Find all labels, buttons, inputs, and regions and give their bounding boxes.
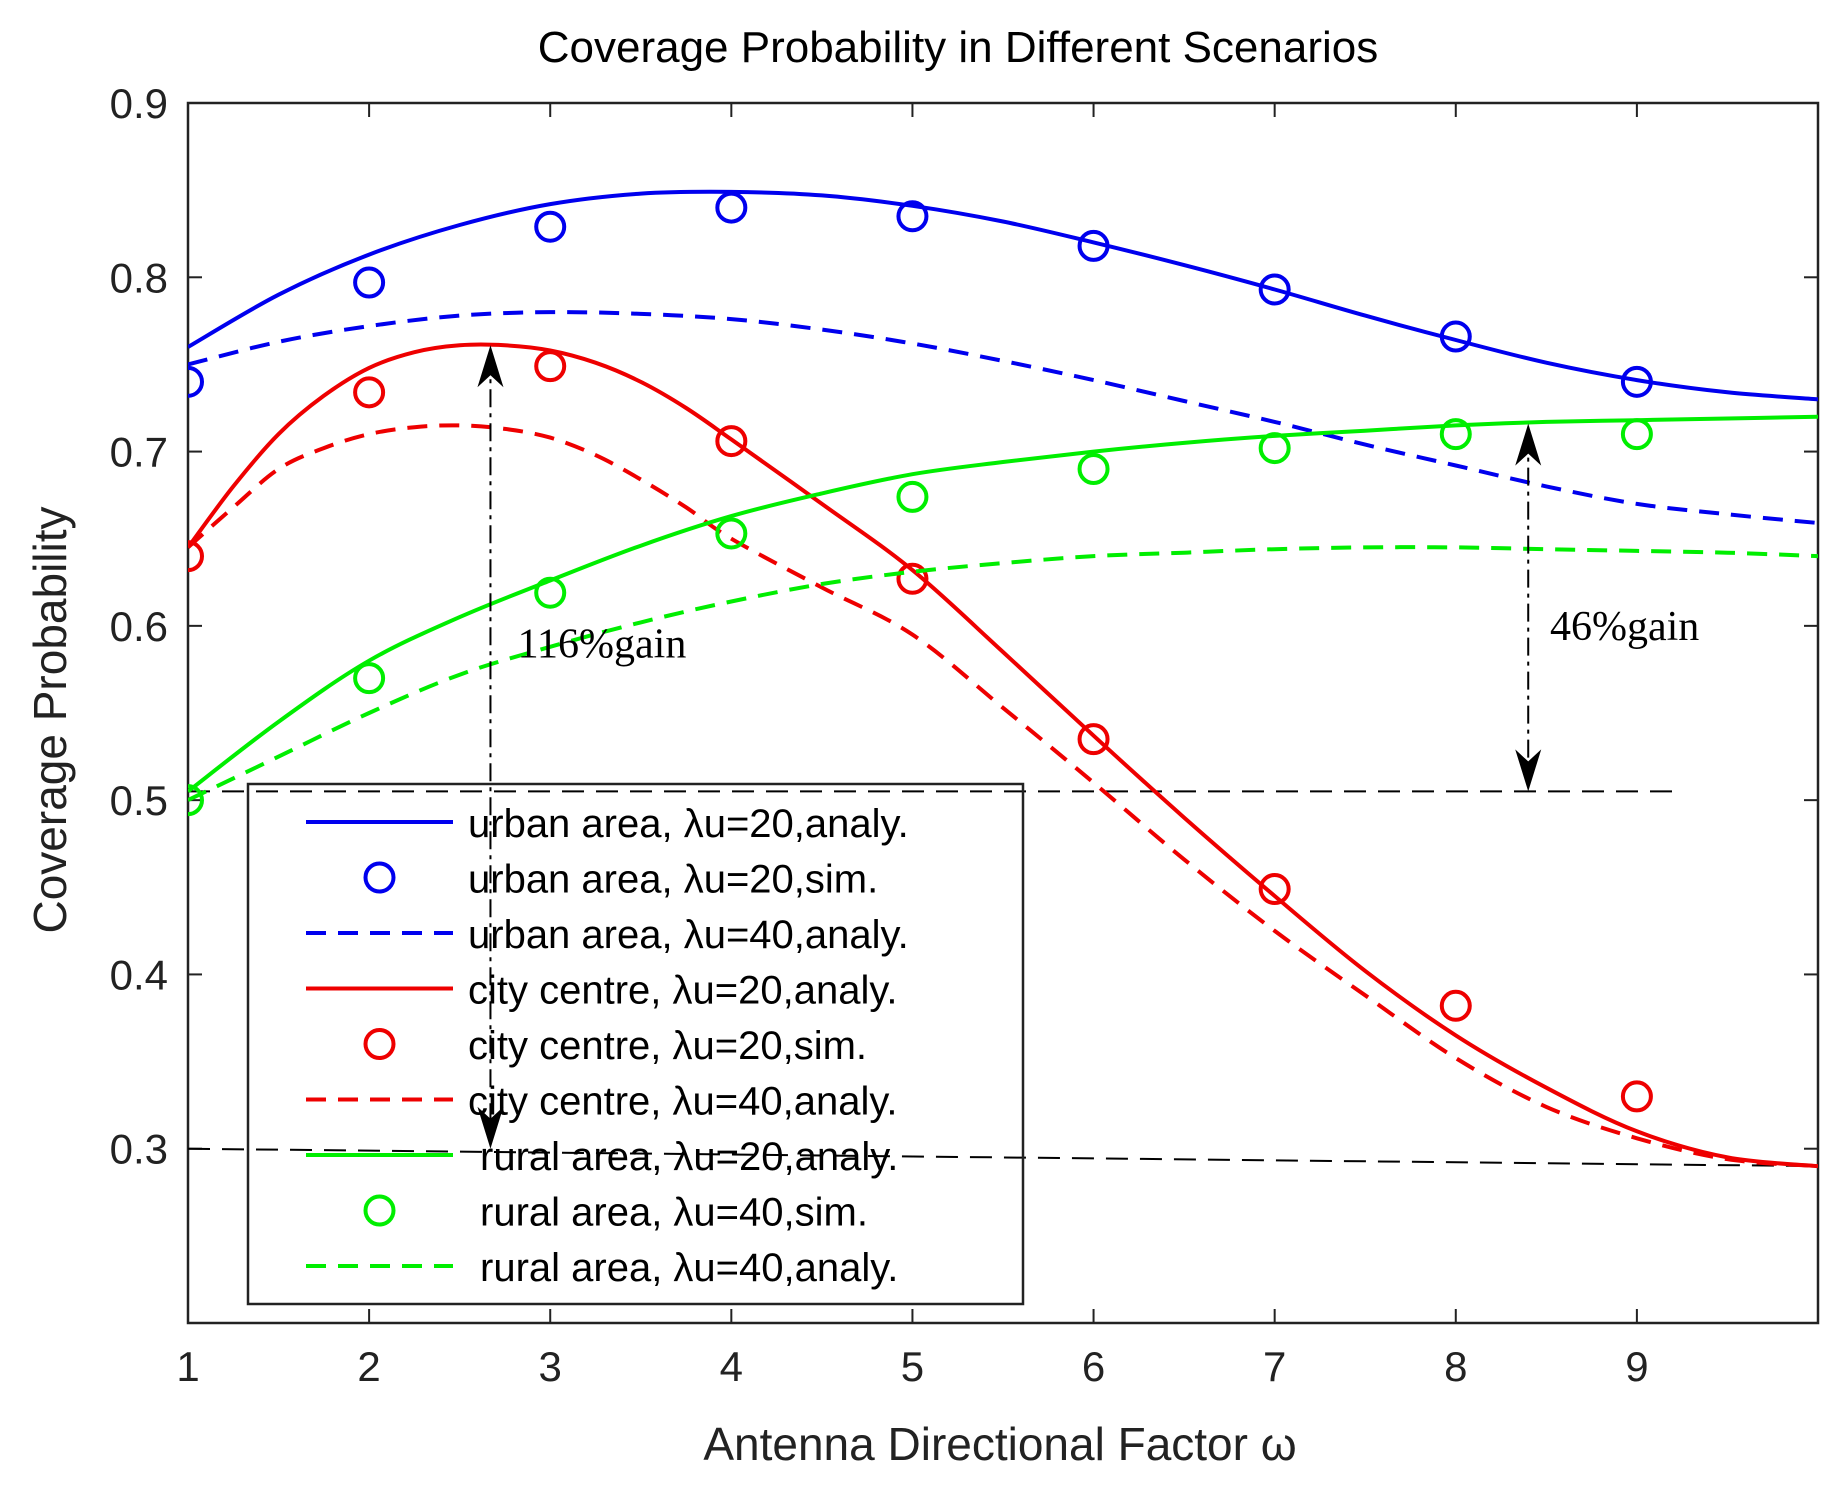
gain-annotation: 46%gain — [1550, 604, 1699, 650]
x-axis-label: Antenna Directional Factor ω — [703, 1418, 1296, 1470]
series-marker — [1258, 873, 1291, 906]
data-layer — [188, 189, 1818, 1169]
series-marker — [1077, 229, 1110, 262]
gain-arrow-head-down — [1515, 749, 1542, 792]
series-marker — [1620, 365, 1653, 398]
x-tick-label: 4 — [720, 1343, 743, 1390]
x-tick-label: 5 — [901, 1343, 924, 1390]
series-marker — [188, 784, 204, 817]
series-marker — [1439, 418, 1472, 451]
series-marker — [1077, 723, 1110, 756]
series-marker — [188, 540, 204, 573]
x-tick-label: 2 — [357, 1343, 380, 1390]
x-tick-label: 7 — [1263, 1343, 1286, 1390]
y-tick-label: 0.5 — [110, 777, 168, 824]
y-tick-label: 0.9 — [110, 80, 168, 127]
series-marker — [715, 425, 748, 458]
gain-arrow-head-up — [477, 345, 504, 388]
series-line — [188, 414, 1818, 793]
x-tick-label: 9 — [1625, 1343, 1648, 1390]
series-marker — [534, 350, 567, 383]
legend-marker — [363, 1194, 396, 1227]
series-marker — [534, 576, 567, 609]
y-tick-label: 0.3 — [110, 1126, 168, 1173]
series-marker — [353, 662, 386, 695]
series-line — [188, 342, 1818, 1169]
series-marker — [1620, 1080, 1653, 1113]
y-tick-label: 0.7 — [110, 429, 168, 476]
series-marker — [715, 517, 748, 550]
series-marker — [1439, 320, 1472, 353]
y-tick-label: 0.6 — [110, 603, 168, 650]
gain-arrow-head-down — [477, 1106, 504, 1149]
gain-arrow-head-up — [1515, 423, 1542, 466]
series-marker — [1258, 273, 1291, 306]
legend-box — [246, 782, 1025, 1306]
legend-marker — [363, 1028, 396, 1060]
series-marker — [896, 562, 929, 595]
y-tick-label: 0.4 — [110, 951, 168, 998]
gain-annotation: 116%gain — [518, 621, 687, 667]
x-tick-label: 3 — [539, 1343, 562, 1390]
x-tick-label: 6 — [1082, 1343, 1105, 1390]
x-tick-label: 8 — [1444, 1343, 1467, 1390]
series-marker — [188, 365, 204, 398]
series-marker — [715, 191, 748, 224]
series-line — [188, 545, 1818, 802]
x-tick-label: 1 — [176, 1343, 199, 1390]
legend-label: urban area, λu=40,analy. — [468, 913, 909, 957]
legend-label: city centre, λu=40,analy. — [468, 1080, 898, 1124]
series-marker — [353, 266, 386, 299]
legend-label: urban area, λu=20,sim. — [468, 858, 878, 902]
series-marker — [896, 480, 929, 513]
chart-title: Coverage Probability in Different Scenar… — [538, 23, 1379, 72]
series-line — [188, 189, 1818, 402]
series-marker — [1620, 418, 1653, 451]
series-line — [188, 423, 1818, 1169]
legend-label: city centre, λu=20,sim. — [468, 1024, 867, 1068]
plot-area: 1 2 3 4 5 6 7 8 9 0.3 0.4 0.5 0.6 0.7 0.8 0.9 116%gain 46… — [110, 80, 1820, 1390]
series-marker — [534, 210, 567, 243]
series-marker — [353, 376, 386, 409]
series-marker — [1077, 453, 1110, 485]
legend-marker — [363, 861, 396, 894]
series-marker — [1439, 989, 1472, 1022]
axes-box — [186, 101, 1820, 1325]
legend-label: city centre, λu=20,analy. — [468, 969, 898, 1013]
legend-label: urban area, λu=20,analy. — [468, 802, 909, 846]
y-tick-label: 0.8 — [110, 254, 168, 301]
legend-label: rural area, λu=40,analy. — [480, 1246, 898, 1290]
series-marker — [896, 200, 929, 233]
legend-label: rural area, λu=20,analy. — [480, 1135, 898, 1179]
series-marker — [1258, 432, 1291, 465]
y-axis-label: Coverage Probability — [24, 506, 76, 933]
series-line — [188, 310, 1818, 525]
legend-label: rural area, λu=40,sim. — [480, 1191, 868, 1235]
